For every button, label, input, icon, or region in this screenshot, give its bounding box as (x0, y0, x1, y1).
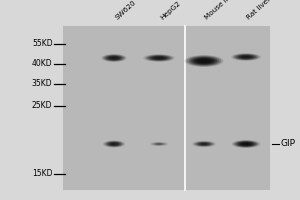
Ellipse shape (112, 57, 116, 59)
Ellipse shape (238, 142, 254, 146)
Text: 25KD: 25KD (32, 102, 52, 110)
Text: 35KD: 35KD (32, 79, 52, 88)
Ellipse shape (109, 57, 119, 59)
Text: HepG2: HepG2 (159, 0, 182, 21)
Ellipse shape (103, 54, 125, 62)
Text: Rat liver: Rat liver (246, 0, 272, 21)
Ellipse shape (112, 143, 116, 145)
Ellipse shape (197, 59, 211, 63)
Ellipse shape (232, 140, 260, 148)
Ellipse shape (201, 60, 207, 62)
Ellipse shape (184, 55, 224, 67)
Ellipse shape (147, 55, 171, 61)
Ellipse shape (193, 141, 215, 147)
Ellipse shape (111, 57, 117, 59)
Ellipse shape (241, 143, 251, 145)
Ellipse shape (107, 142, 121, 146)
Ellipse shape (148, 55, 170, 61)
Ellipse shape (145, 55, 173, 61)
Ellipse shape (104, 141, 124, 147)
Ellipse shape (197, 142, 211, 146)
Ellipse shape (199, 59, 209, 63)
Ellipse shape (105, 55, 123, 61)
Ellipse shape (242, 56, 250, 58)
Ellipse shape (143, 54, 175, 62)
Text: SW620: SW620 (114, 0, 137, 21)
Ellipse shape (200, 143, 208, 145)
Ellipse shape (232, 54, 260, 60)
Ellipse shape (110, 143, 118, 145)
Ellipse shape (233, 140, 259, 148)
Ellipse shape (201, 143, 207, 145)
Ellipse shape (242, 143, 250, 145)
Ellipse shape (234, 54, 258, 60)
Ellipse shape (235, 141, 257, 147)
Ellipse shape (106, 56, 122, 60)
Text: GIP: GIP (280, 140, 296, 148)
Ellipse shape (152, 142, 166, 146)
Ellipse shape (157, 57, 161, 59)
Ellipse shape (105, 141, 123, 147)
Ellipse shape (111, 143, 117, 145)
Ellipse shape (104, 55, 124, 61)
Bar (63, 26, 270, 190)
Ellipse shape (157, 143, 161, 145)
Ellipse shape (189, 56, 219, 66)
Ellipse shape (153, 143, 165, 145)
Text: Mouse liver: Mouse liver (204, 0, 239, 21)
Ellipse shape (241, 56, 251, 58)
Ellipse shape (236, 54, 256, 60)
Text: 15KD: 15KD (32, 170, 52, 178)
Ellipse shape (106, 142, 122, 146)
Ellipse shape (195, 58, 213, 64)
Ellipse shape (155, 57, 163, 59)
Ellipse shape (193, 58, 215, 64)
Ellipse shape (244, 143, 248, 145)
Ellipse shape (109, 142, 119, 146)
Ellipse shape (198, 142, 210, 146)
Ellipse shape (103, 140, 125, 148)
Ellipse shape (196, 142, 212, 146)
Ellipse shape (187, 56, 221, 66)
Ellipse shape (152, 56, 166, 60)
Ellipse shape (237, 55, 255, 59)
Ellipse shape (239, 55, 253, 59)
Text: 55KD: 55KD (32, 40, 52, 48)
Ellipse shape (101, 54, 127, 62)
Ellipse shape (194, 141, 214, 147)
Ellipse shape (108, 56, 120, 60)
Ellipse shape (153, 57, 165, 59)
Ellipse shape (150, 142, 168, 146)
Ellipse shape (191, 57, 217, 65)
Ellipse shape (154, 143, 164, 145)
Ellipse shape (192, 141, 216, 147)
Ellipse shape (150, 56, 168, 60)
Ellipse shape (239, 142, 253, 146)
Ellipse shape (244, 56, 248, 58)
Text: 40KD: 40KD (32, 60, 52, 68)
Ellipse shape (155, 143, 163, 145)
Ellipse shape (231, 53, 261, 61)
Ellipse shape (236, 141, 256, 147)
Ellipse shape (151, 142, 167, 146)
